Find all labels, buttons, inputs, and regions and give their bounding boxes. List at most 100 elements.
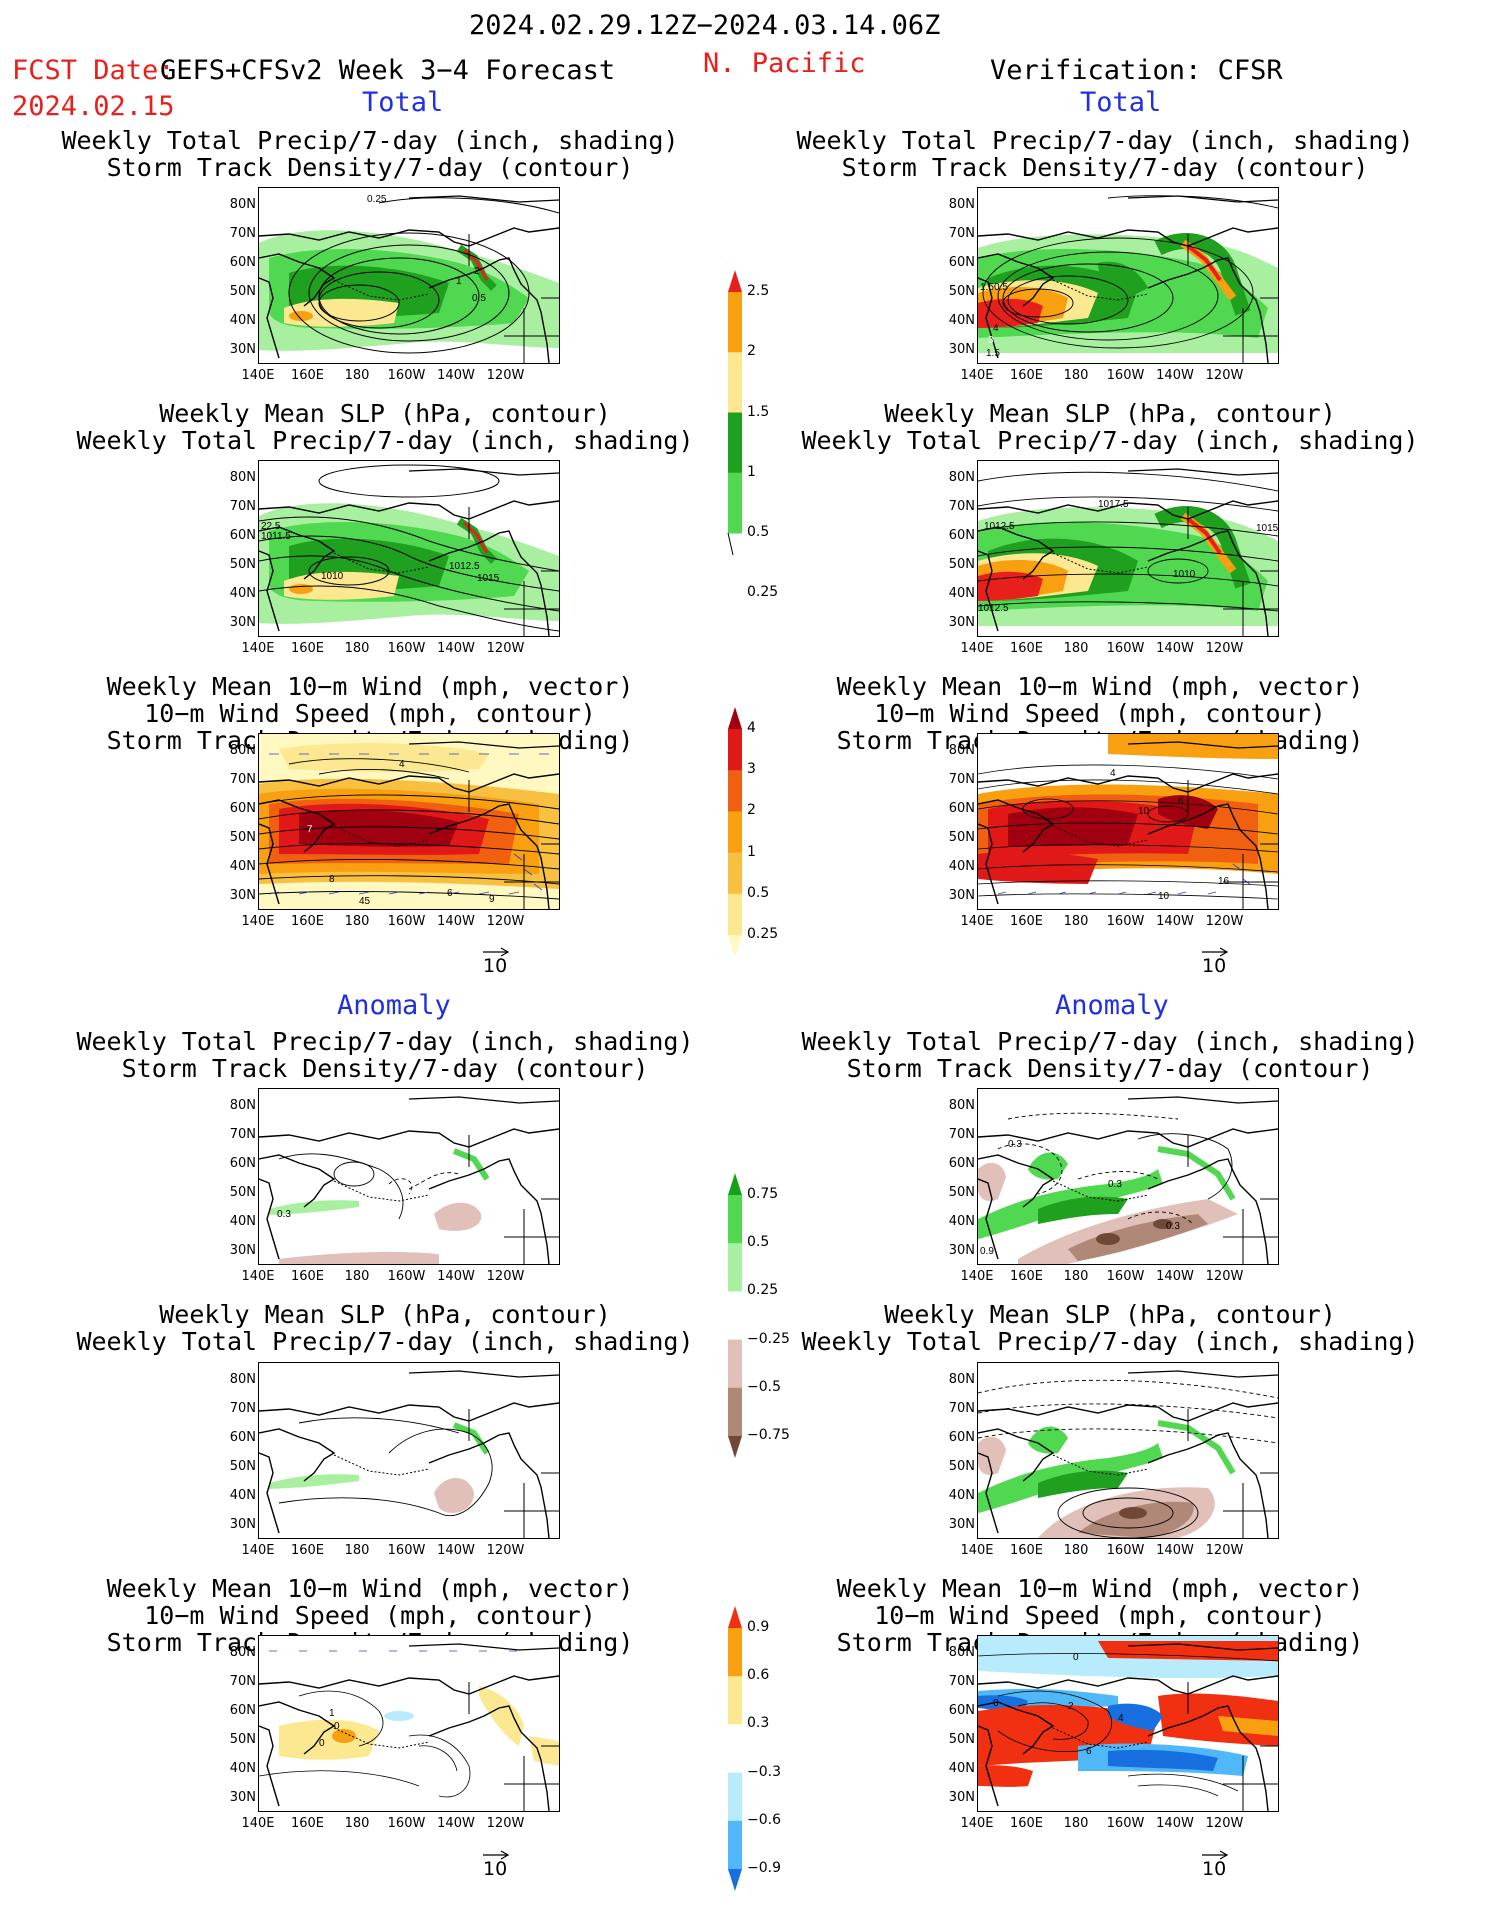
longitude-label: 160W (387, 1543, 426, 1558)
latitude-label: 40N (948, 1214, 975, 1229)
colorbar-segment (728, 729, 742, 771)
colorbar-segment (728, 1387, 742, 1437)
longitude-label: 140W (1156, 1816, 1194, 1831)
contour-label: 1 (456, 276, 462, 287)
longitude-label: 140W (437, 368, 475, 383)
latitude-label: 80N (229, 1372, 256, 1387)
longitude-label: 160E (1009, 368, 1044, 383)
colorbar-precip-anomaly: 0.75 0.5 0.25 −0.25 −0.5 −0.75 (725, 1173, 805, 1458)
contour-label: 6 (447, 888, 453, 899)
latitude-label: 50N (948, 557, 975, 572)
latitude-label: 70N (229, 772, 256, 787)
colorbar-label: 1.5 (747, 403, 770, 420)
longitude-label: 160E (290, 914, 325, 929)
vector-reference-value: 10 (1202, 1858, 1227, 1880)
latitude-label: 40N (948, 859, 975, 874)
colorbar-segment (728, 1820, 742, 1870)
colorbar-label: 4 (747, 720, 756, 736)
colorbar-label: 2 (747, 343, 756, 360)
longitude-label: 160W (387, 1816, 426, 1831)
colorbar-label: 0.3 (747, 1715, 770, 1732)
longitude-label: 120W (1205, 641, 1244, 656)
map-verif-anom-precip-storm: 0.3 0.3 0.3 0.9 (977, 1088, 1279, 1265)
contour-label: 1015 (1256, 523, 1278, 534)
colorbar-segment (728, 1243, 742, 1292)
colorbar-label: −0.6 (747, 1811, 781, 1828)
map-forecast-anom-precip-storm: 0.3 (258, 1088, 560, 1265)
longitude-label: 120W (486, 368, 525, 383)
colorbar-label: 0.75 (747, 1186, 779, 1202)
contour-label: 2 (474, 266, 480, 277)
date-range-title: 2024.02.29.12Z−2024.03.14.06Z (469, 10, 941, 41)
longitude-label: 120W (1205, 368, 1244, 383)
latitude-label: 70N (948, 226, 975, 241)
latitude-label: 70N (948, 1674, 975, 1689)
latitude-label: 60N (948, 801, 975, 816)
latitude-label: 50N (948, 1732, 975, 1747)
colorbar-graphic (728, 1173, 742, 1458)
latitude-label: 80N (229, 470, 256, 485)
colorbar-segment (728, 472, 742, 534)
contour-label: 16 (1218, 876, 1230, 887)
latitude-label: 60N (948, 255, 975, 270)
contour-label: 6 (1178, 796, 1184, 807)
contour-label: 1015 (477, 573, 500, 584)
latitude-label: 60N (229, 528, 256, 543)
model-label: GEFS+CFSv2 Week 3−4 Forecast (160, 55, 616, 86)
contour-label: 0.3 (1166, 1221, 1180, 1232)
vector-reference-value: 10 (1202, 955, 1227, 977)
latitude-label: 40N (948, 313, 975, 328)
longitude-label: 160W (387, 1269, 426, 1284)
map-forecast-anom-slp-precip (258, 1362, 560, 1539)
longitude-label: 160W (387, 368, 426, 383)
longitude-label: 180 (344, 1816, 370, 1831)
latitude-label: 30N (948, 615, 975, 630)
colorbar-segment (728, 1676, 742, 1725)
latitude-label: 30N (229, 1517, 256, 1532)
colorbar-segment (728, 1436, 742, 1458)
title-q4: Weekly Total Precip/7-day (inch, shading… (801, 1027, 1419, 1083)
latitude-label: 50N (229, 284, 256, 299)
latitude-label: 70N (229, 1127, 256, 1142)
colorbar-segment (728, 1173, 742, 1195)
latitude-label: 50N (948, 1185, 975, 1200)
latitude-label: 80N (948, 197, 975, 212)
latitude-label: 60N (948, 1703, 975, 1718)
latitude-label: 30N (229, 888, 256, 903)
contour-label: 1.5 (986, 348, 1000, 359)
longitude-label: 120W (1205, 1816, 1244, 1831)
colorbar-segment (728, 1724, 742, 1774)
contour-label: 0.5 (472, 293, 486, 304)
longitude-label: 120W (486, 1269, 525, 1284)
colorbar-segment (728, 811, 742, 854)
longitude-label: 140E (960, 1543, 994, 1558)
longitude-label: 160E (1009, 1816, 1044, 1831)
colorbar-label: 0.5 (747, 1234, 770, 1251)
contour-label: 1.5 (980, 282, 994, 293)
colorbar-graphic (728, 707, 742, 957)
longitude-label: 160E (1009, 641, 1044, 656)
section-anomaly-left: Anomaly (337, 990, 451, 1021)
longitude-label: 140W (437, 1543, 475, 1558)
longitude-label: 140E (241, 914, 275, 929)
latitude-label: 50N (229, 1459, 256, 1474)
colorbar-segment (728, 1772, 742, 1822)
section-total-left: Total (362, 87, 444, 118)
longitude-label: 160W (1106, 914, 1145, 929)
map-forecast-total-slp-precip: 22.5 1011.5 1010 1012.5 1015 (258, 460, 560, 637)
colorbar-label: 1 (747, 843, 756, 860)
latitude-label: 40N (229, 1761, 256, 1776)
longitude-label: 140W (1156, 368, 1194, 383)
map-verif-total-precip-storm: 1.5 0.5 4 3 1.5 (977, 187, 1279, 364)
longitude-label: 180 (344, 1543, 370, 1558)
colorbar-segment (728, 707, 742, 729)
longitude-label: 160W (1106, 1816, 1145, 1831)
colorbar-segment (728, 412, 742, 474)
latitude-label: 40N (229, 1488, 256, 1503)
section-total-right: Total (1080, 87, 1162, 118)
map-forecast-total-wind-storm: 4 7 8 45 6 9 (258, 733, 560, 910)
contour-label: 0.3 (1108, 1179, 1122, 1190)
latitude-label: 50N (229, 1732, 256, 1747)
latitude-label: 60N (229, 1703, 256, 1718)
latitude-label: 50N (948, 284, 975, 299)
